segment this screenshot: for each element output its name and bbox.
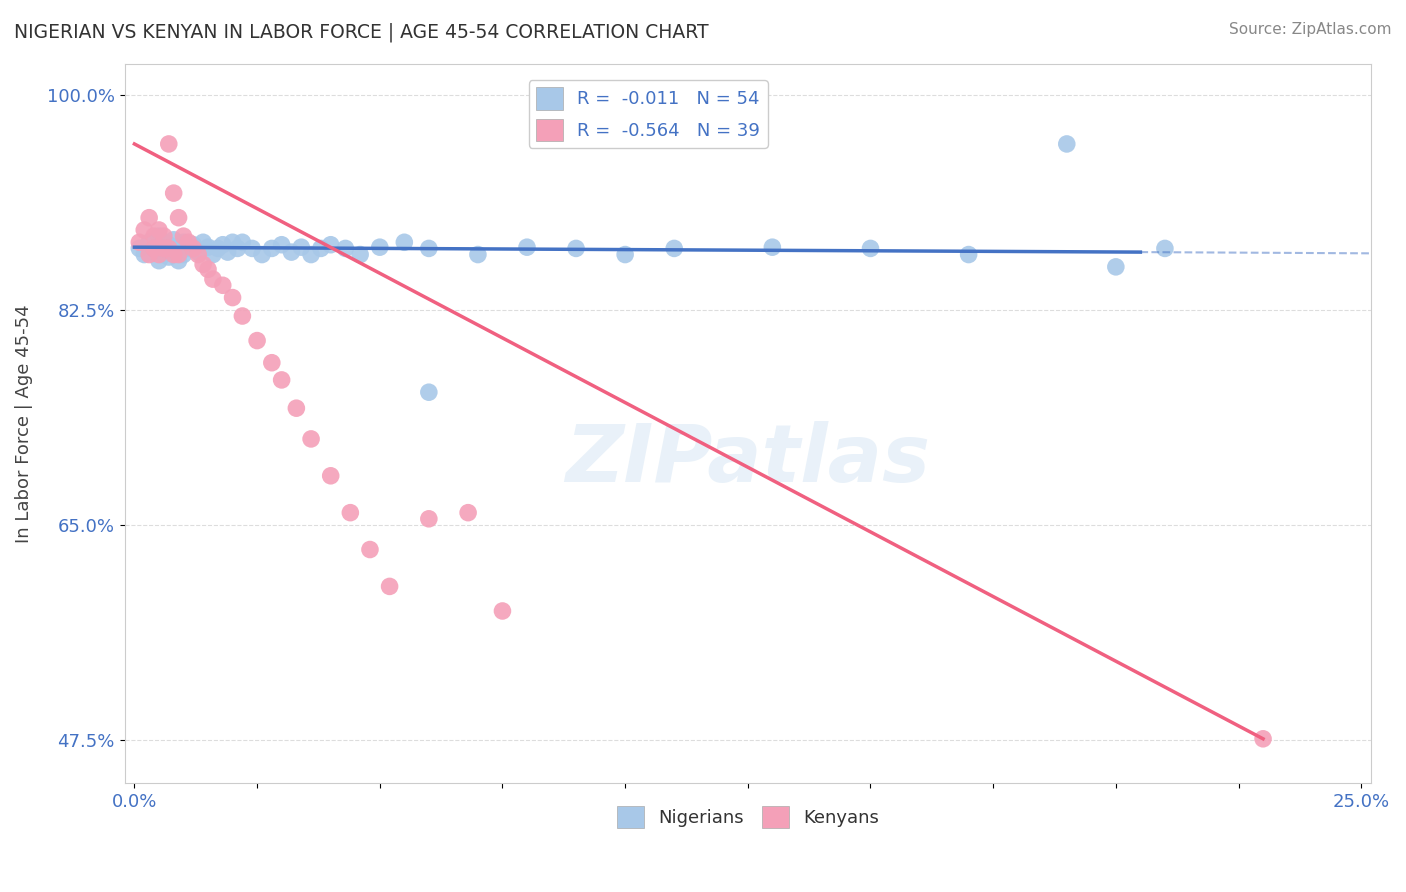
Point (250, 247, 273, 261)
Point (1056, 136, 1078, 151)
Point (163, 247, 186, 261)
Point (128, 241, 150, 255)
Point (349, 247, 371, 261)
Legend: Nigerians, Kenyans: Nigerians, Kenyans (609, 798, 886, 835)
Point (211, 278, 233, 293)
Point (157, 237, 180, 252)
Point (167, 253, 190, 268)
Point (221, 291, 243, 305)
Point (167, 211, 190, 225)
Point (761, 240, 783, 254)
Point (359, 542, 381, 557)
Point (319, 468, 342, 483)
Point (285, 401, 308, 416)
Point (211, 237, 233, 252)
Point (163, 233, 186, 247)
Point (187, 247, 209, 261)
Point (1251, 731, 1274, 746)
Point (138, 211, 160, 225)
Text: NIGERIAN VS KENYAN IN LABOR FORCE | AGE 45-54 CORRELATION CHART: NIGERIAN VS KENYAN IN LABOR FORCE | AGE … (14, 22, 709, 42)
Point (299, 432, 322, 446)
Point (191, 257, 214, 271)
Point (859, 241, 882, 255)
Point (246, 334, 269, 348)
Point (270, 237, 292, 252)
Point (207, 241, 229, 255)
Point (418, 241, 440, 255)
Point (457, 506, 479, 520)
Point (231, 235, 253, 250)
Y-axis label: In Labor Force | Age 45-54: In Labor Force | Age 45-54 (15, 304, 32, 543)
Point (201, 247, 224, 261)
Point (339, 506, 361, 520)
Point (309, 241, 332, 255)
Point (418, 385, 440, 400)
Point (368, 240, 391, 254)
Point (163, 186, 186, 200)
Point (394, 235, 416, 250)
Point (378, 579, 401, 593)
Point (153, 229, 176, 244)
Point (153, 235, 176, 250)
Point (197, 240, 219, 254)
Point (138, 247, 160, 261)
Point (231, 309, 253, 323)
Point (1105, 260, 1128, 274)
Point (167, 247, 190, 261)
Point (226, 241, 249, 255)
Point (128, 235, 150, 250)
Point (153, 247, 176, 261)
Point (143, 229, 166, 244)
Point (181, 241, 204, 255)
Point (138, 235, 160, 250)
Point (157, 241, 180, 255)
Point (299, 247, 322, 261)
Point (565, 241, 588, 255)
Point (191, 235, 214, 250)
Point (614, 247, 637, 261)
Point (664, 241, 686, 255)
Point (957, 247, 980, 261)
Point (418, 512, 440, 526)
Point (134, 247, 156, 261)
Point (157, 250, 180, 264)
Point (187, 245, 209, 260)
Point (143, 241, 166, 255)
Point (173, 235, 195, 250)
Point (290, 240, 312, 254)
Point (240, 241, 263, 255)
Point (181, 237, 204, 252)
Point (467, 247, 489, 261)
Point (167, 240, 190, 254)
Point (260, 356, 283, 370)
Point (335, 241, 357, 255)
Text: Source: ZipAtlas.com: Source: ZipAtlas.com (1229, 22, 1392, 37)
Point (157, 136, 180, 151)
Point (221, 235, 243, 250)
Text: ZIPatlas: ZIPatlas (565, 420, 931, 499)
Point (491, 604, 513, 618)
Point (201, 272, 224, 286)
Point (197, 262, 219, 277)
Point (516, 240, 538, 254)
Point (148, 247, 170, 261)
Point (153, 241, 176, 255)
Point (319, 237, 342, 252)
Point (148, 253, 170, 268)
Point (134, 223, 156, 237)
Point (270, 373, 292, 387)
Point (177, 235, 200, 250)
Point (260, 241, 283, 255)
Point (148, 229, 170, 244)
Point (173, 229, 195, 244)
Point (280, 245, 302, 260)
Point (217, 245, 239, 260)
Point (148, 223, 170, 237)
Point (143, 241, 166, 255)
Point (173, 247, 195, 261)
Point (177, 241, 200, 255)
Point (1154, 241, 1177, 255)
Point (163, 241, 186, 255)
